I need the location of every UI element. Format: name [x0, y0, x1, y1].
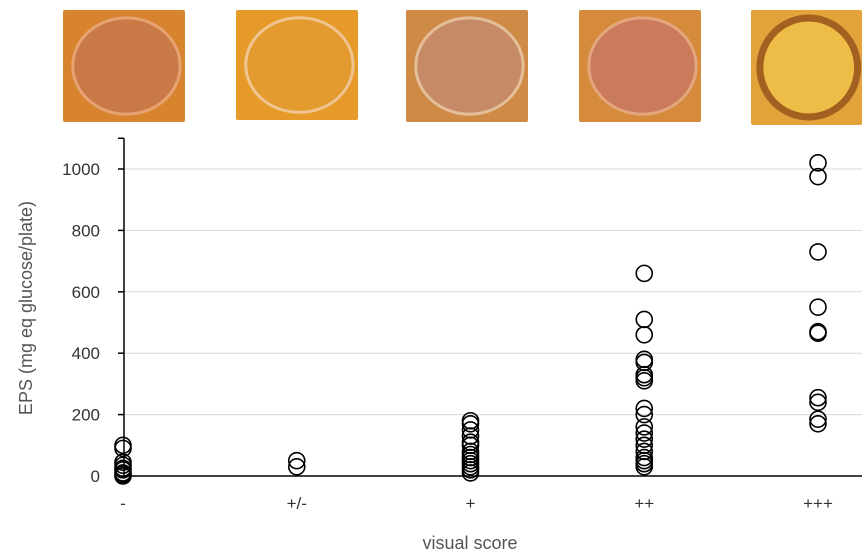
data-point	[461, 411, 480, 430]
data-point	[809, 410, 827, 429]
data-points	[114, 154, 827, 485]
plate-photo-row	[0, 0, 862, 130]
plate-photo	[751, 10, 862, 125]
data-point	[287, 457, 306, 476]
plate-plus-image	[406, 10, 528, 122]
colony-spot	[756, 14, 862, 121]
plate-minus-image	[63, 10, 185, 122]
data-point	[635, 442, 654, 461]
data-point	[635, 430, 654, 448]
plate-plus-plus-image	[579, 10, 701, 122]
y-tick-label: 800	[72, 221, 100, 240]
colony-spot	[414, 16, 525, 116]
plate-photo	[579, 10, 701, 122]
data-point	[809, 388, 827, 407]
data-point	[461, 421, 480, 439]
y-tick-label: 200	[72, 406, 100, 425]
data-point	[809, 154, 827, 172]
data-point	[809, 243, 827, 261]
x-tick-label: -	[120, 494, 126, 513]
data-point	[809, 324, 827, 343]
data-point	[635, 448, 654, 467]
data-point	[635, 310, 654, 329]
data-point	[809, 393, 827, 412]
y-tick-label: 400	[72, 344, 100, 363]
colony-spot	[71, 16, 182, 116]
data-point	[809, 415, 827, 433]
data-point	[114, 453, 132, 471]
gridlines	[124, 168, 862, 416]
data-point	[635, 436, 654, 455]
x-tick-label: +	[466, 494, 476, 513]
y-tick-label: 600	[72, 283, 100, 302]
data-point	[114, 436, 132, 455]
y-tick-label: 1000	[62, 160, 100, 179]
y-axis-label: EPS (mg eq glucose/plate)	[16, 201, 36, 415]
data-point	[809, 167, 827, 186]
data-point	[809, 298, 827, 316]
y-tick-label: 0	[91, 467, 100, 486]
data-point	[635, 264, 654, 283]
plate-plus-minus-image	[236, 10, 358, 120]
x-tick-label: ++	[634, 494, 654, 513]
x-tick-label: +++	[803, 494, 833, 513]
data-point	[287, 451, 306, 470]
axes	[118, 137, 862, 477]
y-tick-labels: 0 200 400 600 800 1000	[62, 160, 100, 486]
data-point	[635, 405, 654, 424]
colony-spot	[244, 16, 355, 114]
x-tick-labels: - +/- + ++ +++	[120, 494, 833, 513]
x-tick-label: +/-	[287, 494, 307, 513]
colony-spot	[587, 16, 698, 116]
plate-plus-plus-plus-image	[751, 10, 862, 125]
x-axis-label: visual score	[422, 533, 517, 553]
data-point	[635, 418, 654, 436]
plate-photo	[63, 10, 185, 122]
data-point	[635, 350, 654, 369]
plate-photo	[406, 10, 528, 122]
data-point	[635, 325, 654, 344]
data-point	[809, 322, 827, 341]
data-point	[461, 433, 480, 452]
plate-photo	[236, 10, 358, 120]
data-point	[635, 399, 654, 418]
data-point	[635, 424, 654, 442]
